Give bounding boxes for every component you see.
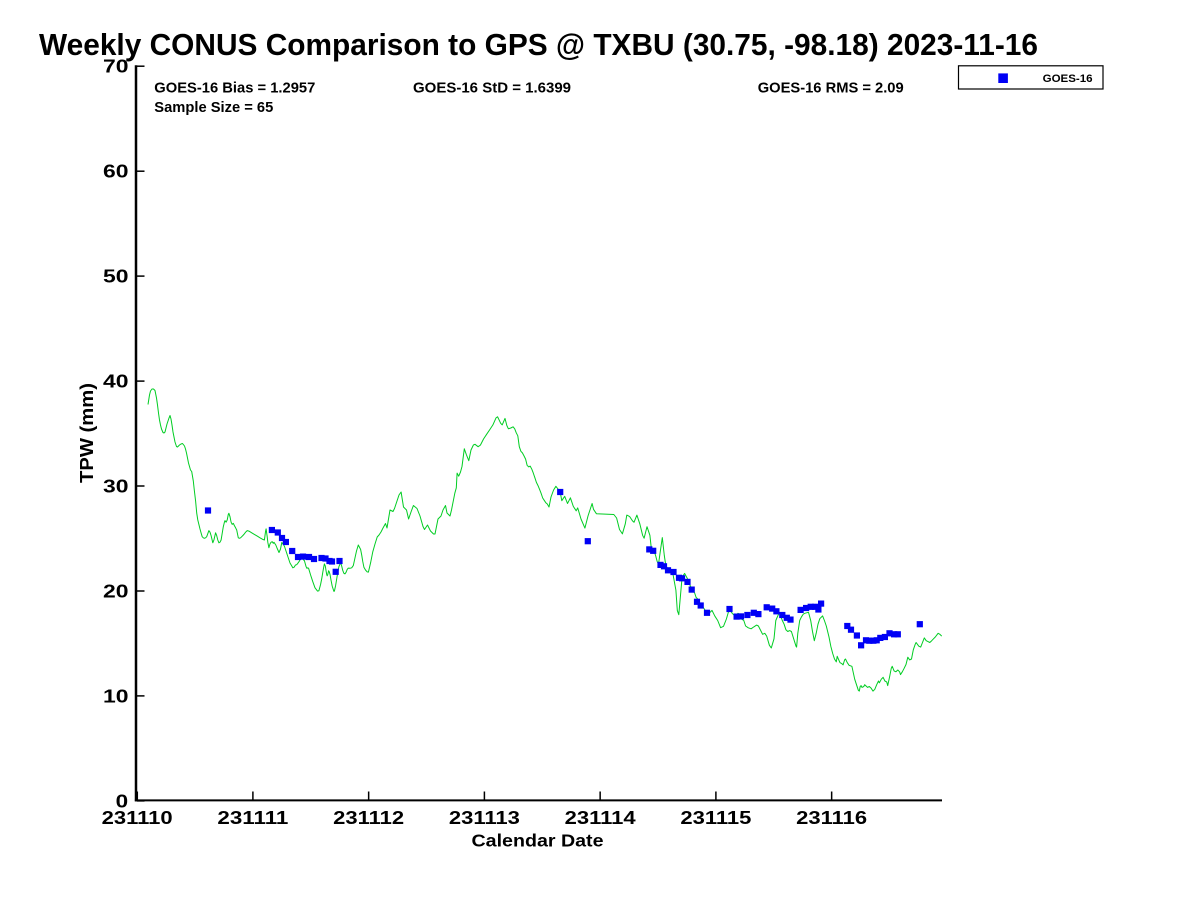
svg-text:Weekly CONUS Comparison to GPS: Weekly CONUS Comparison to GPS @ TXBU (3… [39,27,1038,62]
svg-text:GOES-16 Bias = 1.2957: GOES-16 Bias = 1.2957 [154,80,315,97]
svg-text:231115: 231115 [680,808,751,828]
svg-text:GOES-16 RMS = 2.09: GOES-16 RMS = 2.09 [758,80,904,97]
svg-text:TPW (mm): TPW (mm) [77,383,97,483]
svg-text:0: 0 [116,791,129,811]
svg-text:231110: 231110 [102,808,173,828]
svg-text:GOES-16 StD = 1.6399: GOES-16 StD = 1.6399 [413,80,571,97]
svg-text:60: 60 [103,162,129,182]
svg-text:231112: 231112 [333,808,404,828]
svg-text:70: 70 [103,57,129,77]
svg-text:231114: 231114 [565,808,636,828]
svg-text:231116: 231116 [796,808,867,828]
svg-text:Calendar Date: Calendar Date [472,831,604,851]
svg-text:50: 50 [103,267,129,287]
svg-text:10: 10 [103,686,129,706]
svg-text:231113: 231113 [449,808,520,828]
svg-text:Sample Size = 65: Sample Size = 65 [154,99,273,116]
svg-text:GOES-16: GOES-16 [1043,73,1093,85]
svg-text:30: 30 [103,477,129,497]
svg-text:20: 20 [103,582,129,602]
svg-text:40: 40 [103,372,129,392]
svg-text:231111: 231111 [217,808,288,828]
